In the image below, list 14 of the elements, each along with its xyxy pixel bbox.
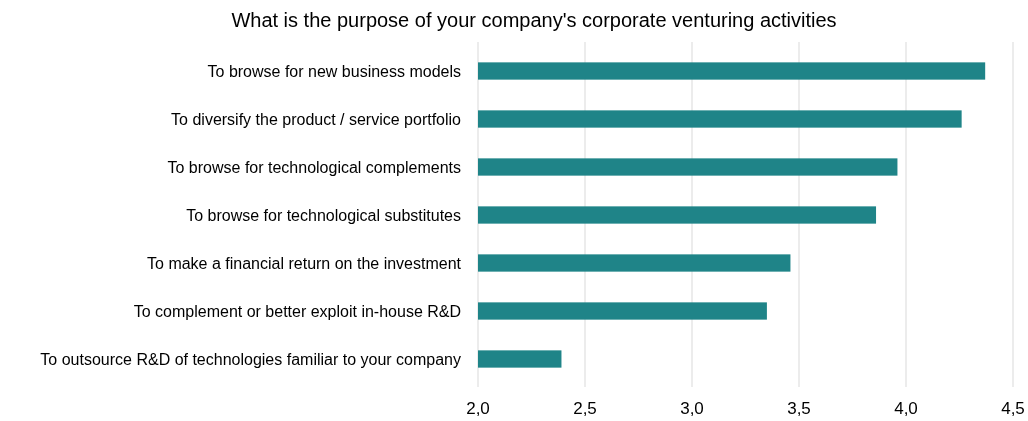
x-tick-label: 3,5 [787,399,811,418]
y-tick-label: To complement or better exploit in-house R&D [133,303,461,320]
y-tick-label: To browse for new business models [207,63,461,80]
x-tick-label: 2,5 [573,399,597,418]
chart-title: What is the purpose of your company's corporate venturing activities [231,9,837,31]
x-tick-label: 4,5 [1001,399,1025,418]
y-tick-label: To browse for technological substitutes [186,207,461,224]
y-tick-label: To browse for technological complements [167,159,461,176]
x-tick-label: 4,0 [894,399,918,418]
y-tick-label: To outsource R&D of technologies familiar to your company [40,351,461,368]
x-tick-label: 2,0 [466,399,490,418]
x-tick-label: 3,0 [680,399,704,418]
y-tick-label: To diversify the product / service portfolio [171,111,462,128]
y-tick-label: To make a financial return on the investment [147,255,462,272]
